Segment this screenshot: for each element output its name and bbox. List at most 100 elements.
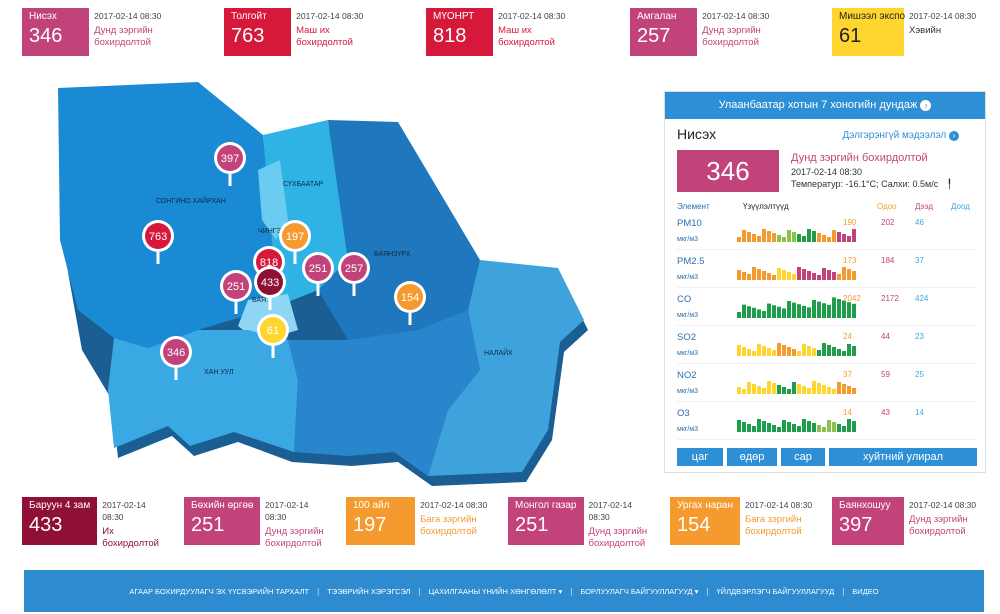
pin-value: 763 <box>149 231 167 243</box>
map-pin-tolgoit[interactable]: 763 <box>142 220 174 264</box>
tab-day[interactable]: өдөр <box>727 448 777 466</box>
station-name: Бөхийн өргөө <box>191 500 254 511</box>
pollutant-unit: мкг/м3 <box>677 274 699 281</box>
map-pin-nisekh[interactable]: 346 <box>160 336 192 380</box>
footer-link-pollution-sources[interactable]: АГААР БОХИРДУУЛАГЧ ЭХ ҮҮСВЭРИЙН ТАРХАЛТ <box>129 586 310 596</box>
tab-winter-season[interactable]: хуйтний улирал <box>829 448 977 466</box>
pin-value: 197 <box>286 231 304 243</box>
station-card-100ail[interactable]: 100 айл 197 2017-02-14 08:30 Бага зэргий… <box>346 497 496 545</box>
pin-value: 61 <box>267 325 279 337</box>
district-label: СОНГИНО ХАЙРХАН <box>156 196 226 205</box>
map-pin-bayankhoshuu[interactable]: 397 <box>214 142 246 186</box>
pollutant-now: 37 <box>843 370 852 379</box>
footer-link-video[interactable]: ВИДЕО <box>852 586 879 596</box>
station-card-bayankhoshuu[interactable]: Баянхошуу 397 2017-02-14 08:30 Дунд зэрг… <box>832 497 982 545</box>
pollutant-min: 25 <box>915 370 924 379</box>
footer-separator: | <box>570 586 573 596</box>
station-level: Дунд зэргийн бохирдолтой <box>909 514 968 537</box>
period-tabs: цаг өдөр сар хуйтний улирал <box>677 448 977 466</box>
station-aqi-value: 154 <box>677 514 711 536</box>
pin-value: 154 <box>401 292 419 304</box>
tab-month[interactable]: сар <box>781 448 825 466</box>
map-pin-baruun4zam[interactable]: 433 <box>254 266 286 310</box>
col-min: Доод <box>951 202 970 211</box>
station-card-baruun4zam[interactable]: Баруун 4 зам 433 2017-02-14 08:30 Их бох… <box>22 497 172 549</box>
pollutant-row: O3 мкг/м3 14 43 14 <box>677 404 977 440</box>
station-card-bokhiin-urguu[interactable]: Бөхийн өргөө 251 2017-02-14 08:30 Дунд з… <box>184 497 334 549</box>
station-card-urgakh-naran[interactable]: Ургах наран 154 2017-02-14 08:30 Бага зэ… <box>670 497 820 545</box>
footer-separator: | <box>317 586 320 596</box>
map-pin-bokhiin-urguu[interactable]: 251 <box>220 270 252 314</box>
station-time: 2017-02-14 08:30 <box>744 500 813 510</box>
pollutant-now: 2042 <box>843 294 861 303</box>
district-khanuul[interactable] <box>108 330 298 452</box>
station-name: Баянхошуу <box>839 500 891 511</box>
station-level: Дунд зэргийн бохирдолтой <box>265 526 324 549</box>
station-aqi-value: 433 <box>29 514 63 536</box>
row-divider <box>677 401 977 402</box>
footer-link-sellers[interactable]: БОРЛУУЛАГЧ БАЙГУУЛЛАГУУД ▾ <box>580 586 699 596</box>
col-element: Элемент <box>677 202 710 211</box>
pollutant-max: 184 <box>881 256 895 265</box>
pollutant-max: 2172 <box>881 294 899 303</box>
pollutant-sparkline <box>737 297 856 318</box>
pollutant-sparkline <box>737 229 856 242</box>
district-bayanzurkh[interactable] <box>318 120 480 340</box>
row-divider <box>677 249 977 250</box>
panel-header[interactable]: Улаанбаатар хотын 7 хоногийн дундаж › <box>665 92 985 119</box>
station-card-amgalan[interactable]: Амгалан 257 2017-02-14 08:30 Дунд зэргий… <box>630 8 780 56</box>
station-card-nisekh[interactable]: Нисэх 346 2017-02-14 08:30 Дунд зэргийн … <box>22 8 172 56</box>
map-pin-mongol-gazar[interactable]: 251 <box>302 252 334 296</box>
map-pin-urgakh-naran[interactable]: 154 <box>394 281 426 325</box>
station-aqi-value: 763 <box>231 25 265 47</box>
pollutant-unit: мкг/м3 <box>677 312 699 319</box>
station-name: Баруун 4 зам <box>29 500 91 511</box>
pollutant-min: 37 <box>915 256 924 265</box>
panel-weather: Температур: -16.1°C; Салхи: 0.5м/с ╿ <box>791 179 952 190</box>
station-level: Дунд зэргийн бохирдолтой <box>588 526 648 549</box>
district-chingeltei[interactable] <box>258 160 288 240</box>
more-info-link[interactable]: Дэлгэрэнгүй мэдээлэл › <box>843 130 959 141</box>
footer-link-vehicles[interactable]: ТЭЭВРИЙН ХЭРЭГСЭЛ <box>327 586 411 596</box>
tab-hour[interactable]: цаг <box>677 448 723 466</box>
station-detail-panel: Улаанбаатар хотын 7 хоногийн дундаж › Ни… <box>664 91 986 473</box>
panel-station-name: Нисэх <box>677 126 717 142</box>
station-time: 2017-02-14 08:30 <box>588 500 632 522</box>
pollutant-row: CO мкг/м3 2042 2172 424 <box>677 290 977 326</box>
station-level: Бага зэргийн бохирдолтой <box>744 514 802 537</box>
district-label: БАЯ... <box>252 297 272 304</box>
footer-separator: | <box>842 586 845 596</box>
pin-value: 257 <box>345 263 363 275</box>
pin-fill <box>217 145 243 171</box>
station-card-box: Нисэх 346 <box>22 8 90 56</box>
pollutant-sparkline <box>737 267 856 280</box>
station-card-muonrt[interactable]: МҮОНРТ 818 2017-02-14 08:30 Маш их бохир… <box>426 8 576 56</box>
district-label: ЧИНГЭ... <box>258 228 287 235</box>
pollutant-min: 14 <box>915 408 924 417</box>
district-nalaikh[interactable] <box>428 260 584 476</box>
station-card-misheel-expo[interactable]: Мишээл экспо 61 2017-02-14 08:30 Хэвийн <box>832 8 982 56</box>
station-card-tolgoit[interactable]: Толгойт 763 2017-02-14 08:30 Маш их бохи… <box>224 8 374 56</box>
pollutant-max: 59 <box>881 370 890 379</box>
district-south[interactable] <box>288 310 480 476</box>
footer-link-electricity-discount[interactable]: ЦАХИЛГААНЫ ҮНИЙН ХӨНГӨЛӨЛТ ▾ <box>428 586 563 596</box>
station-time: 2017-02-14 08:30 <box>94 11 162 21</box>
station-aqi-value: 61 <box>839 25 862 47</box>
pollutant-name: PM10 <box>677 218 702 229</box>
footer-link-producers[interactable]: ҮЙЛДВЭРЛЭГЧ БАЙГУУЛЛАГУУД <box>716 586 835 596</box>
panel-aqi-level: Дунд зэргийн бохирдолтой <box>791 152 928 164</box>
station-level: Дунд зэргийн бохирдолтой <box>94 25 153 48</box>
pin-value: 433 <box>261 277 279 289</box>
col-max: Дээд <box>915 202 934 211</box>
pollutant-max: 43 <box>881 408 890 417</box>
map-pin-amgalan[interactable]: 257 <box>338 252 370 296</box>
pollutant-unit: мкг/м3 <box>677 388 699 395</box>
pollutant-now: 173 <box>843 256 857 265</box>
pollutant-name: SO2 <box>677 332 697 343</box>
pin-value: 251 <box>227 281 245 293</box>
map-pin-100ail[interactable]: 197 <box>279 220 311 264</box>
pollutant-min: 46 <box>915 218 924 227</box>
station-card-mongol-gazar[interactable]: Монгол газар 251 2017-02-14 08:30 Дунд з… <box>508 497 658 549</box>
map-pin-misheel-expo[interactable]: 61 <box>257 314 289 358</box>
station-name: Толгойт <box>231 11 267 22</box>
